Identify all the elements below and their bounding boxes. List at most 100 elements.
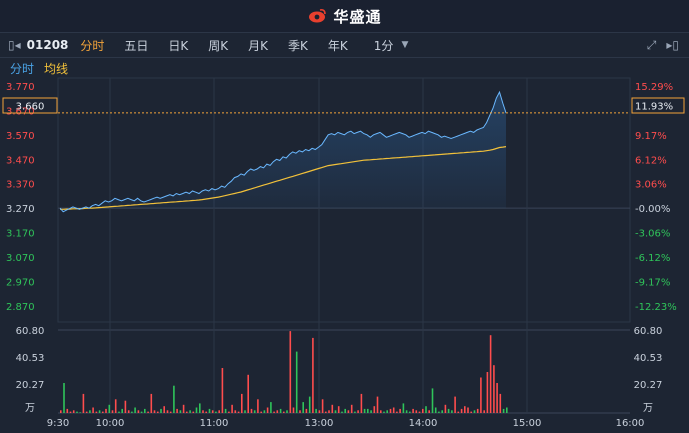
volume-bar: [134, 407, 136, 413]
volume-bar: [276, 410, 279, 413]
volume-bar: [157, 411, 159, 413]
volume-bar: [176, 408, 178, 413]
volume-tick-label-left: 40.53: [16, 353, 45, 364]
tab-timeshare[interactable]: 分时: [10, 62, 35, 76]
volume-bar: [506, 407, 508, 413]
volume-bar: [434, 407, 437, 413]
brand-name: 华盛通: [333, 7, 382, 26]
series-price-line: [59, 90, 507, 213]
volume-bar: [454, 396, 456, 413]
price-tick-label: 3.270: [6, 204, 35, 215]
volume-bar: [418, 411, 421, 413]
volume-bar: [312, 337, 314, 413]
interval-value: 1分: [373, 38, 394, 53]
volume-bar: [402, 403, 405, 413]
volume-bar: [218, 410, 220, 413]
volume-bar: [173, 385, 175, 413]
volume-bar: [205, 411, 207, 413]
volume-bar: [241, 393, 243, 413]
tab-average-line[interactable]: 均线: [44, 62, 69, 76]
price-tick-label: 3.570: [6, 131, 35, 142]
volume-bar: [493, 365, 495, 413]
volume-bar: [370, 410, 372, 413]
volume-bar: [105, 408, 107, 413]
volume-bar: [186, 411, 188, 413]
tab-yearly-k[interactable]: 年K: [327, 38, 348, 53]
time-tick-label: 15:00: [513, 418, 542, 429]
volume-bar: [270, 402, 272, 413]
volume-bar: [199, 403, 201, 413]
tab-daily-k[interactable]: 日K: [168, 38, 189, 53]
volume-bar: [496, 383, 498, 413]
interval-select[interactable]: 1分 ▼: [374, 37, 409, 54]
tab-intraday[interactable]: 分时: [80, 38, 105, 53]
price-tick-label: 2.970: [6, 277, 35, 288]
volume-bar: [72, 410, 75, 413]
fullscreen-icon[interactable]: ⤢: [646, 38, 657, 52]
collapse-right-icon[interactable]: ▸▯: [666, 38, 679, 52]
tab-five-day[interactable]: 五日: [124, 38, 149, 53]
volume-bar: [147, 411, 149, 413]
volume-bar: [92, 407, 94, 413]
volume-bar: [409, 411, 411, 413]
tab-quarterly-k[interactable]: 季K: [288, 38, 308, 53]
volume-bar: [98, 410, 101, 413]
volume-bar: [121, 408, 123, 413]
percent-tick-label: -3.06%: [635, 229, 670, 240]
volume-bar: [357, 410, 359, 413]
volume-bar: [137, 410, 140, 413]
volume-bar: [447, 408, 450, 413]
volume-bar: [144, 408, 146, 413]
volume-bar: [360, 393, 363, 413]
volume-bar: [380, 410, 382, 413]
volume-bar: [331, 404, 334, 413]
volume-bar: [127, 410, 130, 413]
volume-bar: [237, 411, 240, 413]
series-average-line: [60, 146, 507, 210]
percent-tick-label: 6.12%: [635, 155, 667, 166]
time-tick-label: 13:00: [305, 418, 334, 429]
time-tick-label: 10:00: [96, 418, 125, 429]
current-change-box: [631, 97, 685, 114]
volume-bar: [476, 408, 479, 413]
volume-bar: [228, 411, 230, 413]
volume-bar: [467, 407, 469, 413]
volume-bar: [283, 411, 285, 413]
tab-weekly-k[interactable]: 周K: [208, 38, 229, 53]
window-controls: ⤢ ▸▯: [647, 38, 679, 53]
price-axis: 3.770 3.670 3.570 3.470 3.370 3.270 3.170 3.070…: [6, 82, 35, 313]
chevron-down-icon: ▼: [401, 40, 409, 50]
volume-bar: [76, 411, 78, 413]
volume-bar: [308, 396, 311, 413]
volume-bar: [163, 406, 165, 413]
time-tick-label: 11:00: [200, 418, 229, 429]
volume-bar: [405, 410, 408, 413]
volume-bar: [399, 408, 401, 413]
volume-bar: [221, 368, 224, 413]
percent-tick-label: -0.00%: [635, 204, 670, 215]
price-panel-border: [57, 77, 631, 323]
volume-bar: [263, 410, 266, 413]
indicator-tabs: 分时 均线: [10, 60, 68, 77]
current-change-label: 11.93%: [635, 102, 673, 113]
volume-tick-label-right: 40.53: [634, 353, 663, 364]
tab-monthly-k[interactable]: 月K: [248, 38, 269, 53]
volume-bar: [211, 410, 214, 413]
volume-bar: [102, 411, 104, 413]
volume-bar: [337, 406, 340, 413]
volume-bar: [79, 412, 81, 413]
volume-tick-label-right: 20.27: [634, 380, 663, 391]
volume-bar: [66, 408, 69, 413]
percent-tick-label: -12.23%: [635, 302, 677, 313]
volume-bar: [441, 410, 443, 413]
percent-tick-label: 9.17%: [635, 131, 667, 142]
volume-bar: [412, 408, 414, 413]
volume-bar: [166, 410, 169, 413]
volume-bar: [350, 404, 353, 413]
current-price-label: 3.660: [16, 102, 45, 113]
volume-bar: [325, 411, 327, 413]
collapse-left-icon[interactable]: ▯◂: [8, 38, 21, 52]
volume-bar: [473, 410, 476, 413]
volume-bar: [328, 410, 330, 413]
